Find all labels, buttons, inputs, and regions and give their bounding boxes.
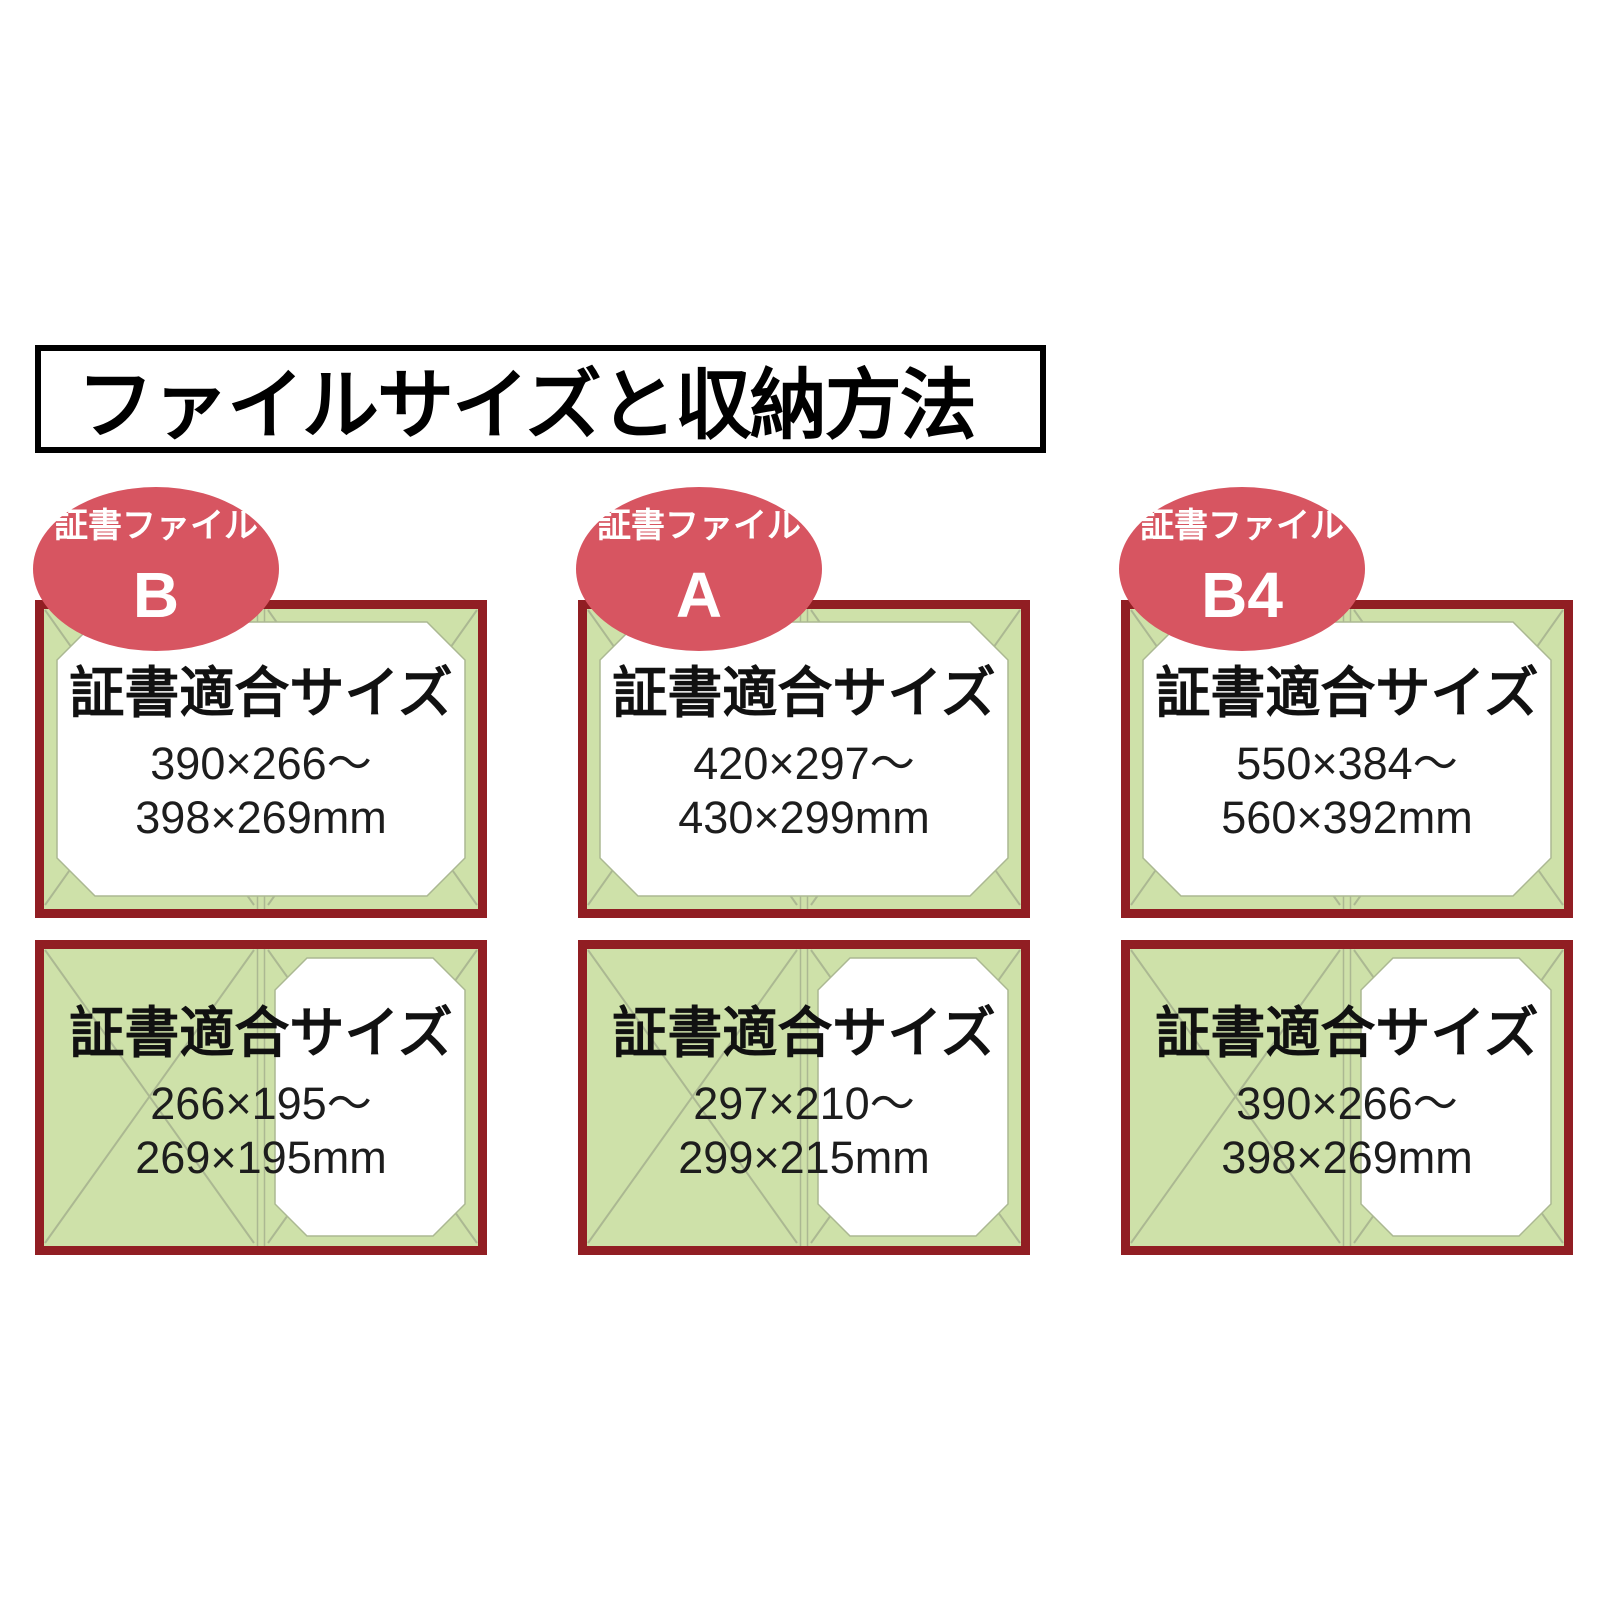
size-range-line-1: 390×266〜 (1236, 1078, 1458, 1129)
folded-certificate-file-icon (1121, 940, 1573, 1255)
page-title: ファイルサイズと収納方法 (77, 362, 977, 449)
panel-heading: 証書適合サイズ (69, 1002, 453, 1064)
size-range-line-2: 560×392mm (1221, 792, 1473, 843)
size-range-line-2: 269×195mm (135, 1132, 387, 1183)
title-box: ファイルサイズと収納方法 (35, 345, 1046, 453)
panel-heading: 証書適合サイズ (69, 662, 453, 724)
open-file-size-panel: 証書適合サイズ 550×384〜 560×392mm (1121, 600, 1573, 918)
panel-text: 証書適合サイズ 266×195〜 269×195mm (35, 940, 487, 1255)
open-file-size-panel: 証書適合サイズ 420×297〜 430×299mm (578, 600, 1030, 918)
certificate-file-badge-b: 証書ファイル B (33, 487, 279, 651)
panel-text: 証書適合サイズ 390×266〜 398×269mm (35, 600, 487, 918)
folded-file-size-panel: 証書適合サイズ 390×266〜 398×269mm (1121, 940, 1573, 1255)
file-column-b4: 証書ファイル B4 証書適合サイズ 550×384〜 560×392mm (1119, 487, 1573, 1255)
open-file-size-panel: 証書適合サイズ 390×266〜 398×269mm (35, 600, 487, 918)
size-range-line-2: 430×299mm (678, 792, 930, 843)
badge-label: 証書ファイル (1140, 507, 1344, 545)
file-column-b: 証書ファイル B 証書適合サイズ 390×266〜 398×269mm (33, 487, 487, 1255)
file-column-a: 証書ファイル A 証書適合サイズ 420×297〜 430×299mm (576, 487, 1030, 1255)
badge-label: 証書ファイル (597, 507, 801, 545)
size-range-line-1: 266×195〜 (150, 1078, 372, 1129)
badge-label: 証書ファイル (54, 507, 258, 545)
certificate-file-badge-b4: 証書ファイル B4 (1119, 487, 1365, 651)
size-range-line-1: 550×384〜 (1236, 738, 1458, 789)
panel-text: 証書適合サイズ 297×210〜 299×215mm (578, 940, 1030, 1255)
badge-letter: B4 (1201, 559, 1283, 631)
panel-heading: 証書適合サイズ (612, 1002, 996, 1064)
folded-file-size-panel: 証書適合サイズ 266×195〜 269×195mm (35, 940, 487, 1255)
size-range-line-1: 420×297〜 (693, 738, 915, 789)
panel-heading: 証書適合サイズ (1155, 1002, 1539, 1064)
size-range-line-1: 297×210〜 (693, 1078, 915, 1129)
folded-file-size-panel: 証書適合サイズ 297×210〜 299×215mm (578, 940, 1030, 1255)
panel-text: 証書適合サイズ 550×384〜 560×392mm (1121, 600, 1573, 918)
certificate-file-badge-a: 証書ファイル A (576, 487, 822, 651)
size-range-line-2: 299×215mm (678, 1132, 930, 1183)
folded-certificate-file-icon (35, 940, 487, 1255)
open-certificate-file-icon (1121, 600, 1573, 918)
badge-letter: B (132, 559, 180, 631)
open-certificate-file-icon (35, 600, 487, 918)
panel-heading: 証書適合サイズ (612, 662, 996, 724)
size-range-line-1: 390×266〜 (150, 738, 372, 789)
panel-text: 証書適合サイズ 390×266〜 398×269mm (1121, 940, 1573, 1255)
folded-certificate-file-icon (578, 940, 1030, 1255)
panel-heading: 証書適合サイズ (1155, 662, 1539, 724)
open-certificate-file-icon (578, 600, 1030, 918)
size-range-line-2: 398×269mm (135, 792, 387, 843)
size-range-line-2: 398×269mm (1221, 1132, 1473, 1183)
panel-text: 証書適合サイズ 420×297〜 430×299mm (578, 600, 1030, 918)
badge-letter: A (675, 559, 723, 631)
